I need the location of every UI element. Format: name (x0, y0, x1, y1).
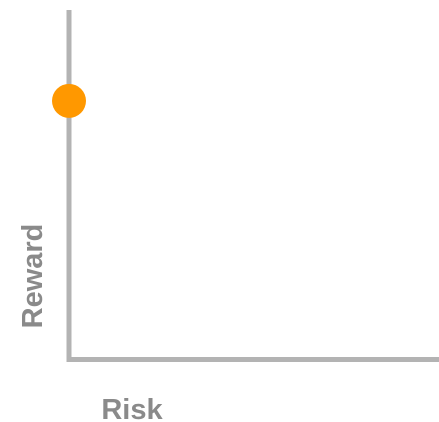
y-axis-label: Reward (17, 224, 49, 329)
data-point (52, 83, 86, 118)
data-points (52, 83, 86, 118)
x-axis-label: Risk (101, 394, 163, 422)
